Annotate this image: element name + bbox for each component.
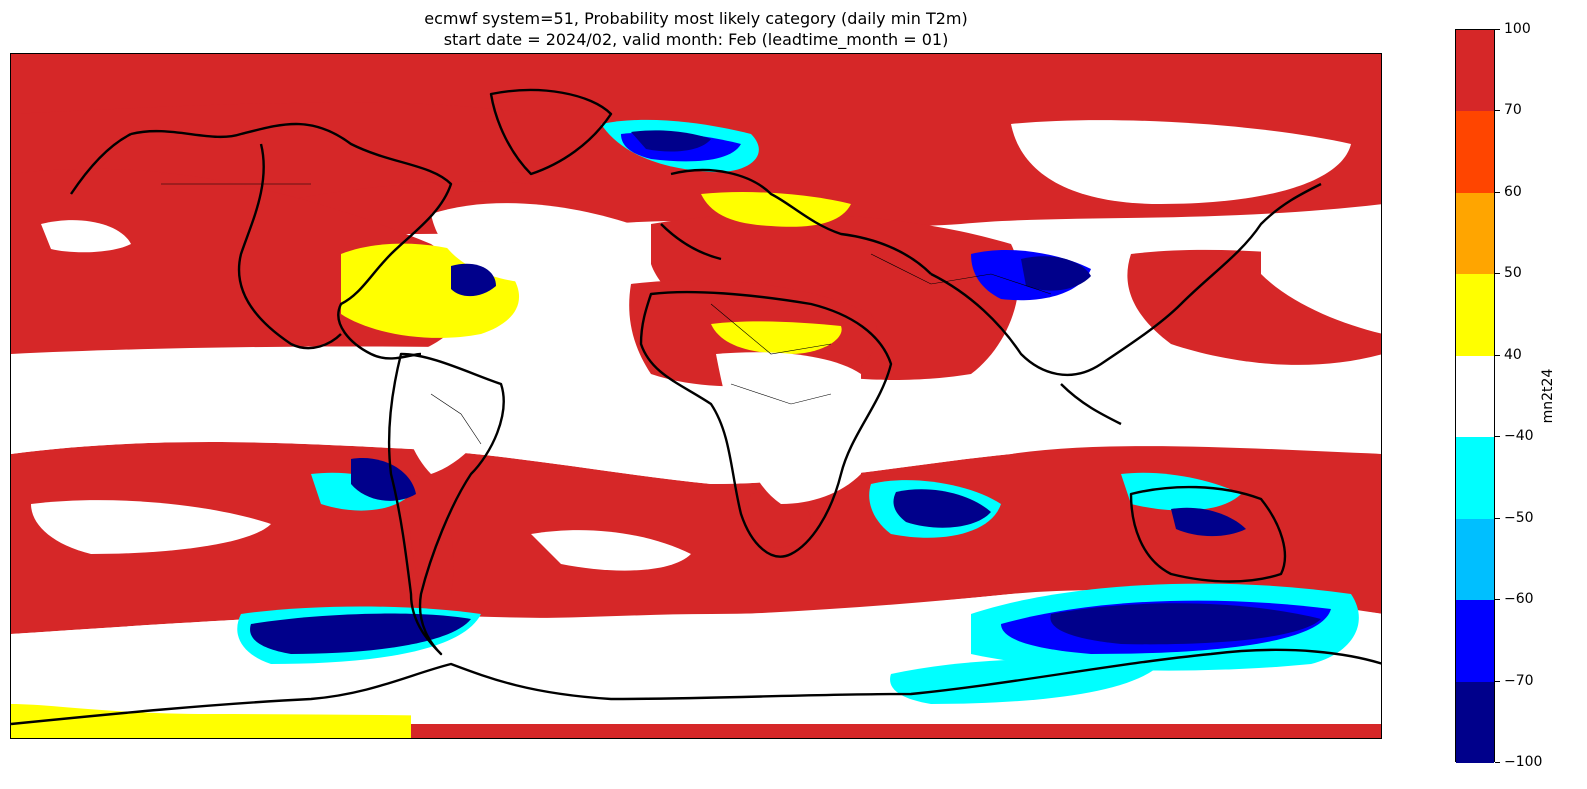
white-pacific-eq (11, 346, 1381, 484)
cyan-australia (1121, 472, 1241, 511)
border-south-america (430, 393, 482, 445)
yellow-europe (701, 192, 851, 227)
white-north-atlantic (431, 203, 633, 284)
coastlines (11, 88, 1381, 726)
map-panel (10, 53, 1382, 739)
navy-southern-ocean-a (250, 613, 471, 654)
colorbar-segment (1456, 192, 1494, 275)
colorbar-tick (1495, 599, 1500, 601)
greenland-coast (489, 88, 613, 176)
colorbar-segment (1456, 437, 1494, 520)
colorbar-tick-label: −60 (1504, 591, 1534, 608)
navy-south-pacific (351, 458, 416, 501)
colorbar-tick-label: −40 (1504, 428, 1534, 445)
colorbar-tick (1495, 273, 1500, 275)
colorbar-tick-label: 60 (1504, 183, 1522, 200)
field-southern-africa (748, 491, 811, 548)
colorbar-tick (1495, 436, 1500, 438)
asia-coast (930, 182, 1322, 426)
south-america-coast (387, 352, 505, 656)
white-siberia (1011, 120, 1351, 204)
navy-indian-ocean (893, 489, 991, 528)
navy-china (1021, 256, 1091, 291)
navy-southern-ocean-b (1050, 603, 1321, 645)
north-america-coast (70, 122, 453, 360)
white-west-pacific (1261, 231, 1381, 334)
colorbar-tick-label: 40 (1504, 346, 1522, 363)
navy-australia (1171, 507, 1246, 537)
colorbar-tick (1495, 680, 1500, 682)
white-west-africa-interior (716, 352, 861, 504)
colorbar-tick-label: 50 (1504, 265, 1522, 282)
colorbar-tick (1495, 110, 1500, 112)
colorbar-tick-label: 100 (1504, 21, 1531, 37)
europe-coast (660, 168, 932, 275)
border-asia (870, 253, 1052, 295)
navy-areas (250, 130, 1321, 654)
chart-subtitle: start date = 2024/02, valid month: Feb (… (443, 30, 949, 49)
colorbar-segment (1456, 30, 1494, 112)
white-south-america (391, 354, 501, 474)
colorbar-segment (1456, 681, 1494, 764)
chart-title: ecmwf system=51, Probability most likely… (424, 9, 968, 28)
border-africa-2 (730, 383, 832, 405)
antarctica-coast (11, 648, 1381, 726)
navy-baltic (631, 130, 711, 152)
country-borders (161, 183, 1052, 445)
navy-north-atlantic (451, 263, 496, 297)
colorbar-tick (1495, 29, 1500, 30)
colorbar-tick-label: −50 (1504, 509, 1534, 526)
colorbar-tick (1495, 191, 1500, 193)
yellow-sahel (711, 321, 842, 354)
australia-coast (1129, 485, 1287, 583)
colorbar-tick (1495, 354, 1500, 356)
colorbar-segment (1456, 355, 1494, 438)
white-south-pacific (31, 500, 271, 554)
colorbar-segment (1456, 518, 1494, 601)
colorbar-segment (1456, 274, 1494, 357)
africa-coast (639, 290, 893, 558)
colorbar-tick (1495, 517, 1500, 519)
colorbar-tick-label: −70 (1504, 672, 1534, 689)
field-patagonia (409, 474, 454, 609)
white-north-pacific (41, 220, 131, 253)
white-south-atlantic (531, 530, 691, 571)
colorbar-segment (1456, 111, 1494, 194)
colorbar-tick (1495, 762, 1500, 763)
colorbar-tick-label: 70 (1504, 102, 1522, 119)
colorbar (1455, 29, 1495, 764)
colorbar-tick-label: −100 (1504, 754, 1543, 770)
border-africa-1 (710, 303, 832, 355)
colorbar-label: mn2t24 (1540, 368, 1556, 424)
colorbar-segment (1456, 600, 1494, 683)
